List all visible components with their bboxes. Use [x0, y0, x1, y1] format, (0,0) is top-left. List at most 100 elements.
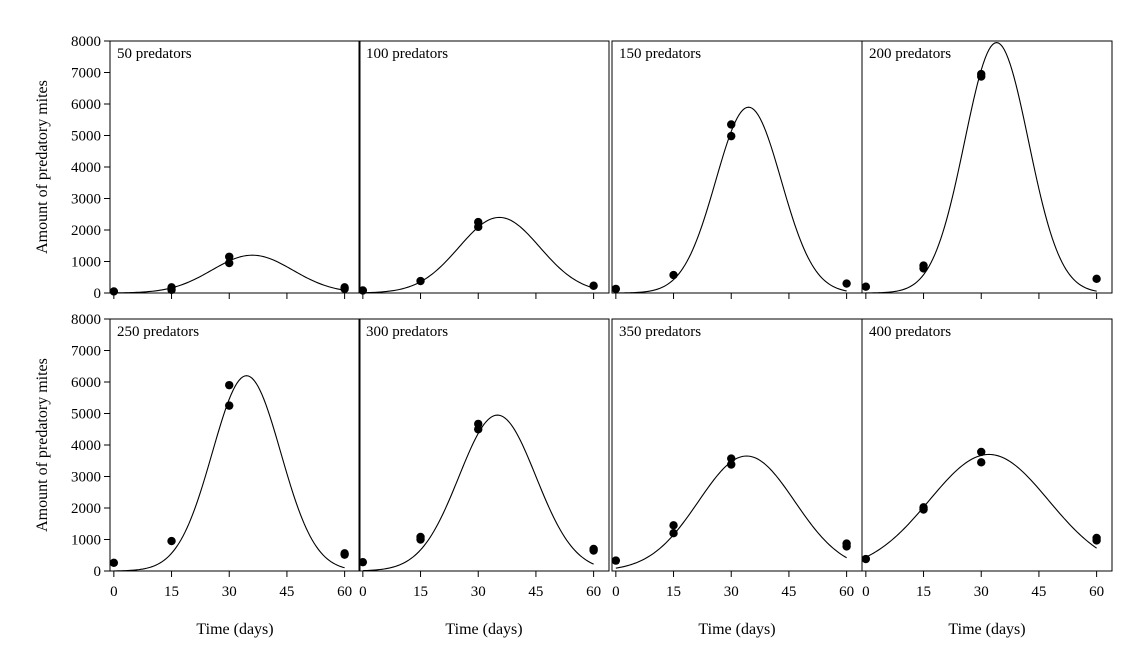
fitted-curve-7 — [615, 455, 847, 569]
x-tick-label: 60 — [1089, 584, 1104, 600]
data-point — [611, 556, 621, 565]
data-point — [109, 287, 119, 296]
data-point — [474, 217, 483, 227]
x-tick-label: 30 — [222, 584, 237, 600]
y-tick-label: 7000 — [71, 344, 101, 360]
y-tick-label: 3000 — [71, 192, 101, 208]
data-point — [861, 282, 871, 291]
x-tick-label: 30 — [974, 584, 989, 600]
panel-frame-1 — [109, 40, 361, 294]
data-point — [669, 529, 678, 538]
data-point — [727, 120, 736, 129]
y-tick-label: 7000 — [71, 66, 101, 82]
panel-frame-3 — [611, 40, 863, 294]
panel-frame-8 — [861, 318, 1113, 572]
panel-title-8: 400 predators — [869, 324, 951, 340]
x-tick-label: 15 — [164, 584, 179, 600]
panel-frame-2 — [358, 40, 610, 294]
y-tick-label: 0 — [94, 286, 102, 302]
y-tick-label: 6000 — [71, 97, 101, 113]
data-point — [589, 281, 598, 290]
data-point — [861, 554, 871, 564]
y-tick-label: 5000 — [71, 407, 101, 423]
panel-title-7: 350 predators — [619, 324, 701, 340]
panel-frame-5 — [109, 318, 361, 572]
y-tick-label: 8000 — [71, 34, 101, 50]
data-point — [1092, 274, 1101, 284]
x-tick-label: 0 — [359, 584, 367, 600]
x-tick-label: 30 — [724, 584, 739, 600]
data-point — [842, 539, 851, 548]
x-tick-label: 15 — [916, 584, 931, 600]
fitted-curve-3 — [615, 106, 847, 294]
y-tick-label: 5000 — [71, 129, 101, 145]
panel-frame-4 — [861, 40, 1113, 294]
y-tick-label: 0 — [94, 564, 102, 580]
data-point — [167, 283, 176, 292]
data-point — [225, 258, 234, 268]
x-tick-label: 30 — [471, 584, 486, 600]
y-tick-label: 1000 — [71, 533, 101, 549]
data-point — [225, 380, 234, 390]
y-axis-title: Amount of predatory mites — [34, 358, 51, 532]
x-tick-label: 15 — [666, 584, 681, 600]
y-tick-label: 3000 — [71, 470, 101, 486]
x-axis-title: Time (days) — [445, 621, 522, 638]
data-point — [358, 286, 368, 295]
fitted-curve-5 — [113, 375, 345, 572]
data-point — [727, 454, 736, 463]
y-tick-label: 1000 — [71, 255, 101, 271]
data-point — [842, 279, 851, 288]
data-point — [416, 532, 425, 542]
x-tick-label: 0 — [862, 584, 870, 600]
y-tick-label: 2000 — [71, 501, 101, 517]
x-tick-label: 60 — [839, 584, 854, 600]
x-tick-label: 45 — [781, 584, 796, 600]
x-tick-label: 60 — [337, 584, 352, 600]
x-tick-label: 45 — [279, 584, 294, 600]
y-tick-label: 8000 — [71, 312, 101, 328]
data-point — [727, 131, 736, 141]
data-point — [669, 521, 678, 530]
data-point — [340, 283, 349, 292]
x-axis-title: Time (days) — [698, 621, 775, 638]
panel-title-6: 300 predators — [366, 324, 448, 340]
data-point — [977, 447, 986, 457]
panel-frame-6 — [358, 318, 610, 572]
x-tick-label: 45 — [1031, 584, 1046, 600]
x-tick-label: 15 — [413, 584, 428, 600]
panel-title-2: 100 predators — [366, 46, 448, 62]
data-point — [669, 270, 678, 280]
data-point — [225, 401, 234, 410]
data-point — [358, 557, 368, 567]
data-point — [919, 261, 928, 270]
fitted-curve-6 — [362, 414, 594, 572]
data-point — [167, 536, 176, 546]
data-point — [977, 69, 986, 79]
data-point — [977, 458, 986, 467]
y-tick-label: 4000 — [71, 438, 101, 454]
panel-title-1: 50 predators — [117, 46, 192, 62]
x-axis-title: Time (days) — [948, 621, 1025, 638]
data-point — [611, 284, 621, 294]
x-tick-label: 60 — [586, 584, 601, 600]
x-tick-label: 0 — [612, 584, 620, 600]
data-point — [474, 419, 483, 429]
y-tick-label: 2000 — [71, 223, 101, 239]
y-tick-label: 6000 — [71, 375, 101, 391]
data-point — [589, 544, 598, 554]
panel-frame-7 — [611, 318, 863, 572]
panel-title-4: 200 predators — [869, 46, 951, 62]
data-point — [416, 276, 425, 286]
x-axis-title: Time (days) — [196, 621, 273, 638]
data-point — [109, 558, 119, 568]
y-tick-label: 4000 — [71, 160, 101, 176]
data-point — [225, 252, 234, 261]
data-point — [727, 460, 736, 469]
x-tick-label: 0 — [110, 584, 118, 600]
panel-title-5: 250 predators — [117, 324, 199, 340]
panel-title-3: 150 predators — [619, 46, 701, 62]
fitted-curve-8 — [865, 453, 1097, 558]
data-point — [1092, 533, 1101, 543]
